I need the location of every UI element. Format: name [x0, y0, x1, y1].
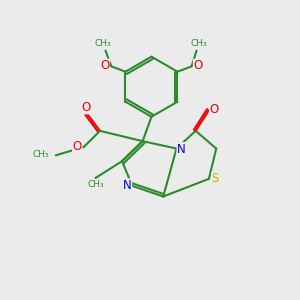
Text: O: O [210, 103, 219, 116]
Text: O: O [194, 59, 203, 72]
Text: CH₃: CH₃ [191, 40, 207, 49]
Text: N: N [123, 179, 132, 192]
Text: S: S [212, 172, 219, 185]
Text: CH₃: CH₃ [95, 40, 111, 49]
Text: O: O [100, 59, 110, 72]
Text: CH₃: CH₃ [33, 150, 49, 159]
Text: N: N [177, 142, 186, 156]
Text: O: O [73, 140, 82, 153]
Text: O: O [82, 101, 91, 114]
Text: CH₃: CH₃ [87, 180, 104, 189]
